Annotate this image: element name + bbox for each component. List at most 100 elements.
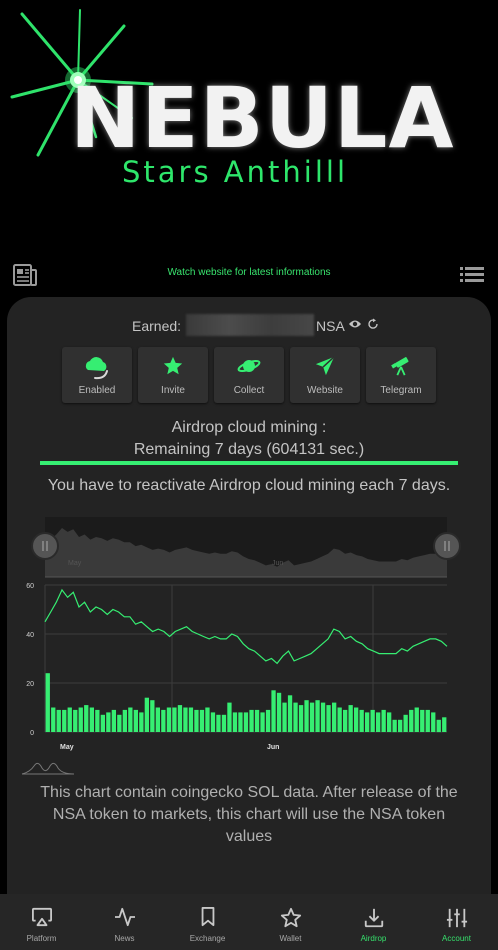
nav-wallet-label: Wallet <box>279 934 302 943</box>
mining-progress-bar <box>40 461 458 465</box>
volume-bar <box>243 712 249 732</box>
activity-icon <box>114 907 135 927</box>
enabled-button[interactable]: Enabled <box>62 347 132 403</box>
volume-bar <box>315 700 320 732</box>
volume-bar <box>232 712 238 732</box>
volume-bar <box>188 707 194 732</box>
list-menu-icon[interactable] <box>460 266 484 284</box>
star-outline-icon <box>280 907 301 928</box>
volume-bar <box>265 709 271 732</box>
cloud-icon <box>85 357 108 380</box>
volume-bar <box>403 714 408 732</box>
enabled-label: Enabled <box>78 385 116 396</box>
price-chart[interactable]: May Jun 0 20 40 60 May Jun <box>0 510 498 780</box>
volume-bar <box>436 719 441 733</box>
volume-bar <box>150 700 155 732</box>
x-tick-label: Jun <box>267 744 279 751</box>
nav-platform[interactable]: Platform <box>0 894 83 950</box>
volume-bar <box>343 709 348 732</box>
earned-unit: NSA <box>316 318 345 334</box>
overview-left-handle[interactable] <box>31 532 59 560</box>
volume-bar <box>194 709 199 732</box>
nav-airdrop-label: Airdrop <box>360 934 387 943</box>
nav-wallet[interactable]: Wallet <box>249 894 332 950</box>
volume-bar <box>100 714 105 732</box>
nav-account[interactable]: Account <box>415 894 498 950</box>
volume-bar <box>161 709 166 732</box>
volume-bar <box>420 709 425 732</box>
nav-platform-label: Platform <box>26 934 57 943</box>
volume-bar <box>387 712 392 732</box>
app-header: NEBULA Stars Anthilll <box>0 0 498 250</box>
volume-bar <box>298 705 304 732</box>
volume-bar <box>155 707 160 732</box>
sparkline-logo-icon <box>21 762 75 775</box>
volume-bar <box>84 705 89 732</box>
volume-bar <box>320 702 326 732</box>
volume-bar <box>106 712 111 732</box>
refresh-icon[interactable] <box>367 318 379 330</box>
volume-bar <box>56 709 61 732</box>
handle-knob <box>433 532 461 560</box>
nav-account-label: Account <box>442 934 471 943</box>
y-tick-label: 0 <box>30 730 34 737</box>
earned-label: Earned: <box>132 318 182 334</box>
mining-remaining: Remaining 7 days (604131 sec.) <box>133 441 365 458</box>
volume-bar <box>260 712 265 732</box>
collect-button[interactable]: Collect <box>214 347 284 403</box>
mining-progress-fill <box>40 461 458 465</box>
nav-exchange[interactable]: Exchange <box>166 894 249 950</box>
volume-bar <box>354 707 359 732</box>
bookmark-icon <box>201 907 214 927</box>
nav-news[interactable]: News <box>83 894 166 950</box>
volume-bar <box>205 707 210 732</box>
nav-news-label: News <box>114 934 135 943</box>
volume-bar <box>172 707 177 732</box>
volume-bar <box>332 702 337 732</box>
volume-bar <box>431 712 436 732</box>
volume-bar <box>95 709 100 732</box>
telegram-label: Telegram <box>380 385 422 396</box>
newspaper-icon[interactable] <box>13 262 37 288</box>
volume-bar <box>348 705 353 732</box>
volume-bar <box>45 673 50 732</box>
airplay-icon <box>31 907 52 927</box>
website-label: Website <box>307 385 343 396</box>
volume-bar <box>62 709 67 732</box>
volume-bar <box>365 712 370 732</box>
earned-row: Earned: NSA <box>7 314 491 338</box>
volume-bar <box>326 705 331 732</box>
telegram-button[interactable]: Telegram <box>366 347 436 403</box>
notice-link[interactable]: Watch website for latest informations <box>167 267 331 278</box>
brand-subtitle: Stars Anthilll <box>122 155 348 189</box>
nav-airdrop[interactable]: Airdrop <box>332 894 415 950</box>
x-tick-label: May <box>60 744 74 751</box>
volume-bar <box>183 707 188 732</box>
telescope-icon <box>391 357 409 376</box>
volume-bar <box>177 705 183 732</box>
download-icon <box>364 908 383 928</box>
volume-bar <box>128 707 133 732</box>
brand-title: NEBULA <box>70 69 455 167</box>
invite-button[interactable]: Invite <box>138 347 208 403</box>
volume-bar <box>398 719 403 733</box>
volume-bar <box>287 695 293 733</box>
volume-bar <box>78 707 83 732</box>
volume-bar <box>381 709 386 732</box>
overview-tick-label: May <box>68 560 82 567</box>
y-tick-label: 40 <box>26 632 34 639</box>
volume-bar <box>370 709 375 732</box>
volume-bar <box>216 714 221 732</box>
volume-bar <box>139 712 144 732</box>
volume-bar <box>117 714 122 732</box>
nav-exchange-label: Exchange <box>189 934 226 943</box>
eye-icon[interactable] <box>348 319 362 329</box>
volume-bar <box>425 709 430 732</box>
bottom-nav: Platform News Exchange Wallet <box>0 894 498 950</box>
star-icon <box>163 356 183 375</box>
overview-right-handle[interactable] <box>433 532 461 560</box>
invite-label: Invite <box>161 385 185 396</box>
website-button[interactable]: Website <box>290 347 360 403</box>
planet-icon <box>237 360 261 372</box>
volume-bar <box>337 707 342 732</box>
